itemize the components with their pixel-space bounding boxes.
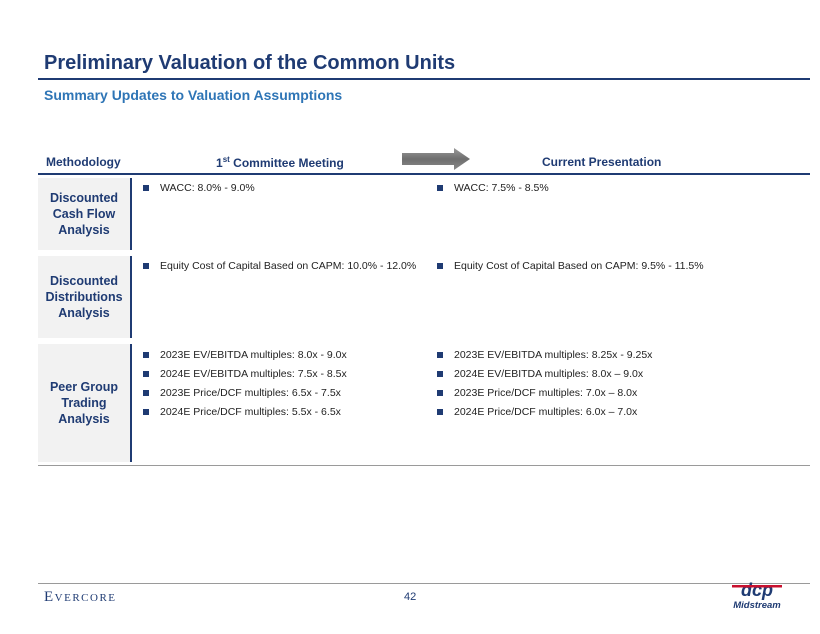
- row-label-line: Cash Flow: [52, 207, 116, 221]
- page-title: Preliminary Valuation of the Common Unit…: [44, 52, 456, 74]
- first-meeting-list-peer-group: 2023E EV/EBITDA multiples: 8.0x - 9.0x 2…: [140, 349, 347, 425]
- right-arrow-icon: [402, 148, 470, 170]
- row-label-line: Analysis: [58, 223, 110, 237]
- list-item: 2024E EV/EBITDA multiples: 8.0x – 9.0x: [434, 368, 652, 387]
- title-divider: [38, 78, 810, 80]
- row-label-line: Distributions: [45, 290, 123, 304]
- row-label-line: Discounted: [49, 274, 119, 288]
- column-header-first-number: 1: [216, 156, 223, 170]
- first-meeting-list-ddm: Equity Cost of Capital Based on CAPM: 10…: [140, 260, 416, 279]
- table-bottom-divider: [38, 465, 810, 466]
- row-label-line: Analysis: [58, 412, 110, 426]
- column-header-first-meeting: 1st Committee Meeting: [216, 155, 344, 170]
- page-number: 42: [404, 591, 417, 603]
- current-list-peer-group: 2023E EV/EBITDA multiples: 8.25x - 9.25x…: [434, 349, 652, 425]
- list-item: 2024E Price/DCF multiples: 6.0x – 7.0x: [434, 406, 652, 425]
- list-item: Equity Cost of Capital Based on CAPM: 9.…: [434, 260, 704, 279]
- evercore-logo-rest: VERCORE: [54, 592, 117, 604]
- list-item: 2023E Price/DCF multiples: 6.5x - 7.5x: [140, 387, 347, 406]
- list-item: 2023E Price/DCF multiples: 7.0x – 8.0x: [434, 387, 652, 406]
- row-label-line: Analysis: [58, 306, 110, 320]
- list-item: 2024E EV/EBITDA multiples: 7.5x - 8.5x: [140, 368, 347, 387]
- row-label-dcf: Discounted Cash Flow Analysis: [38, 178, 132, 250]
- column-header-methodology: Methodology: [46, 155, 121, 169]
- logo-sub-text: Midstream: [733, 600, 781, 611]
- row-label-ddm: Discounted Distributions Analysis: [38, 256, 132, 338]
- first-meeting-list-dcf: WACC: 8.0% - 9.0%: [140, 182, 255, 201]
- list-item: Equity Cost of Capital Based on CAPM: 10…: [140, 260, 416, 279]
- list-item: WACC: 7.5% - 8.5%: [434, 182, 549, 201]
- column-header-first-text: Committee Meeting: [229, 156, 344, 170]
- list-item: WACC: 8.0% - 9.0%: [140, 182, 255, 201]
- list-item: 2023E EV/EBITDA multiples: 8.0x - 9.0x: [140, 349, 347, 368]
- footer-divider: [38, 583, 810, 584]
- evercore-logo: EVERCORE: [44, 589, 117, 606]
- row-label-line: Peer Group: [49, 380, 119, 394]
- column-header-first-ordinal: st: [222, 155, 230, 164]
- current-list-ddm: Equity Cost of Capital Based on CAPM: 9.…: [434, 260, 704, 279]
- dcp-midstream-logo: dcp Midstream: [732, 580, 782, 611]
- row-label-peer-group: Peer Group Trading Analysis: [38, 344, 132, 462]
- row-label-line: Discounted: [49, 191, 119, 205]
- current-list-dcf: WACC: 7.5% - 8.5%: [434, 182, 549, 201]
- column-header-current: Current Presentation: [542, 155, 662, 169]
- row-label-line: Trading: [61, 396, 107, 410]
- list-item: 2024E Price/DCF multiples: 5.5x - 6.5x: [140, 406, 347, 425]
- page-subtitle: Summary Updates to Valuation Assumptions: [44, 87, 343, 103]
- header-divider: [38, 173, 810, 175]
- evercore-logo-initial: E: [44, 589, 55, 605]
- logo-mark-text: dcp: [741, 580, 773, 600]
- list-item: 2023E EV/EBITDA multiples: 8.25x - 9.25x: [434, 349, 652, 368]
